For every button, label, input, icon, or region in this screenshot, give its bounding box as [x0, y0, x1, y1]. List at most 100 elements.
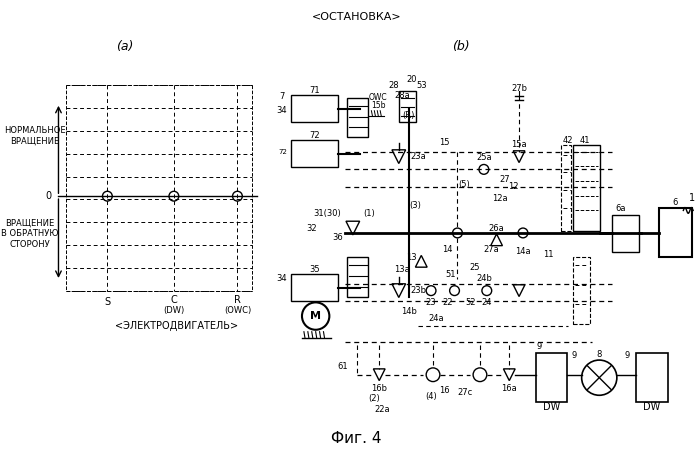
Bar: [291, 95, 338, 123]
Text: 14: 14: [442, 245, 453, 254]
Text: 15b: 15b: [371, 101, 386, 110]
Text: <ОСТАНОВКА>: <ОСТАНОВКА>: [312, 12, 401, 22]
Text: 25: 25: [470, 263, 480, 272]
Text: (a): (a): [116, 40, 134, 53]
Text: 16a: 16a: [501, 384, 517, 393]
Text: 1: 1: [689, 193, 696, 203]
Text: 26a: 26a: [489, 224, 505, 232]
Text: 15a: 15a: [511, 141, 527, 149]
Text: 16: 16: [440, 386, 450, 395]
Text: 53: 53: [416, 81, 426, 90]
Text: 27c: 27c: [458, 388, 473, 397]
Circle shape: [233, 191, 243, 201]
Text: ВРАЩЕНИЕ
В ОБРАТНУЮ
СТОРОНУ: ВРАЩЕНИЕ В ОБРАТНУЮ СТОРОНУ: [1, 219, 59, 249]
Text: 12: 12: [508, 182, 519, 190]
Bar: [291, 274, 338, 301]
Polygon shape: [503, 369, 515, 381]
Text: (b): (b): [452, 40, 469, 53]
Circle shape: [473, 368, 487, 382]
Bar: [347, 98, 368, 137]
Text: 9: 9: [537, 342, 542, 351]
Polygon shape: [373, 369, 385, 381]
Text: DW: DW: [644, 402, 661, 412]
Text: 12a: 12a: [491, 194, 507, 203]
Text: (DW): (DW): [164, 306, 185, 315]
Bar: [347, 257, 368, 296]
Bar: [612, 215, 640, 252]
Text: 72: 72: [310, 130, 320, 140]
Circle shape: [426, 286, 436, 296]
Polygon shape: [392, 284, 405, 297]
Text: 52: 52: [465, 298, 475, 307]
Circle shape: [482, 286, 491, 296]
Bar: [573, 145, 600, 231]
Text: 35: 35: [310, 265, 320, 274]
Text: 0: 0: [45, 191, 52, 201]
Text: 20: 20: [406, 75, 417, 84]
Polygon shape: [491, 234, 503, 246]
Text: 13a: 13a: [394, 265, 410, 274]
Text: R: R: [234, 296, 241, 306]
Bar: [636, 353, 668, 402]
Text: <ЭЛЕКТРОДВИГАТЕЛЬ>: <ЭЛЕКТРОДВИГАТЕЛЬ>: [115, 321, 238, 331]
Text: C: C: [171, 296, 178, 306]
Bar: [535, 353, 567, 402]
Text: 41: 41: [579, 136, 590, 145]
Text: 71: 71: [310, 86, 320, 95]
Text: 27: 27: [499, 175, 510, 183]
Text: 27a: 27a: [484, 245, 500, 254]
Text: 23b: 23b: [410, 286, 426, 295]
Circle shape: [452, 228, 462, 238]
Text: 34: 34: [276, 106, 287, 115]
Text: 22a: 22a: [375, 405, 390, 414]
Text: 25a: 25a: [476, 153, 491, 162]
Text: M: M: [310, 311, 321, 321]
Text: 7: 7: [280, 92, 285, 100]
Text: 11: 11: [543, 250, 554, 259]
Circle shape: [479, 165, 489, 174]
Text: (4): (4): [425, 392, 437, 401]
Text: 72: 72: [278, 149, 287, 155]
Text: (3): (3): [410, 201, 421, 210]
Text: 32: 32: [306, 224, 317, 232]
Polygon shape: [392, 150, 405, 164]
Circle shape: [169, 191, 179, 201]
Text: 14a: 14a: [515, 247, 531, 256]
Polygon shape: [415, 255, 427, 267]
Text: 16b: 16b: [371, 384, 387, 393]
Polygon shape: [513, 151, 525, 163]
Text: 27b: 27b: [511, 84, 527, 93]
Text: 23: 23: [426, 298, 436, 307]
Text: 24: 24: [482, 298, 492, 307]
Text: (R): (R): [403, 111, 415, 120]
Text: 61: 61: [338, 362, 348, 372]
Text: 31(30): 31(30): [314, 209, 341, 218]
Circle shape: [449, 286, 459, 296]
Text: S: S: [104, 297, 110, 307]
Text: 24b: 24b: [476, 274, 492, 284]
Text: 36: 36: [332, 233, 343, 242]
Circle shape: [302, 302, 329, 330]
Text: Фиг. 4: Фиг. 4: [331, 431, 382, 446]
Bar: [291, 140, 338, 167]
Polygon shape: [513, 285, 525, 296]
Text: 8: 8: [596, 350, 602, 359]
Text: 6: 6: [673, 198, 678, 207]
Text: 34: 34: [276, 274, 287, 284]
Text: 15: 15: [440, 137, 450, 147]
Bar: [659, 208, 692, 257]
Text: 13: 13: [406, 253, 417, 262]
Bar: [561, 145, 571, 231]
Polygon shape: [346, 221, 360, 235]
Circle shape: [103, 191, 113, 201]
Circle shape: [518, 228, 528, 238]
Text: 51: 51: [445, 270, 456, 278]
Text: 9: 9: [571, 351, 577, 360]
Bar: [399, 91, 417, 123]
Text: 23a: 23a: [410, 152, 426, 161]
Text: 42: 42: [563, 136, 573, 145]
Text: (1): (1): [363, 209, 375, 218]
Text: 28: 28: [389, 81, 399, 90]
Text: 14b: 14b: [401, 307, 417, 316]
Text: НОРМАЛЬНОЕ
ВРАЩЕНИЕ: НОРМАЛЬНОЕ ВРАЩЕНИЕ: [4, 126, 66, 146]
